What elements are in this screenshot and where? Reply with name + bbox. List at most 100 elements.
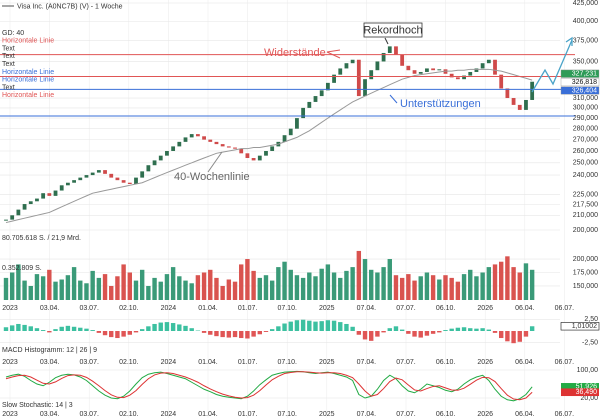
bar (523, 263, 529, 300)
bar (34, 328, 40, 331)
projection-arrow-head (565, 36, 573, 46)
y-tick-label: 20,00 (580, 395, 598, 402)
legend-item: Horizontale Linie (2, 69, 54, 76)
x-tick-label: 2023 (2, 411, 18, 418)
bar (28, 326, 33, 331)
y-tick-label: 200,000 (573, 256, 598, 263)
bar (294, 275, 300, 300)
candle (177, 141, 182, 147)
bar (133, 331, 139, 333)
candle (455, 77, 460, 80)
candle (53, 190, 58, 196)
last-value-box (560, 322, 600, 331)
x-tick-label: 03.04. (40, 411, 60, 418)
x-tick-label: 2024 (161, 359, 177, 366)
candle (381, 52, 386, 62)
x-tick-label: 2023 (2, 359, 18, 366)
legend-item: Horizontale Linie (2, 92, 54, 99)
bar (40, 276, 46, 300)
price-label: 326,818 (572, 79, 597, 86)
candle (189, 134, 194, 138)
candle (233, 147, 237, 149)
candle (208, 139, 213, 142)
candle (511, 98, 516, 105)
volume-title: 80.705.618 S. / 21,9 Mrd. (2, 235, 81, 242)
x-tick-label: 2025 (319, 359, 335, 366)
x-tick-label: 07.04. (357, 305, 377, 312)
x-tick-label: 2023 (2, 305, 18, 312)
bar (208, 331, 213, 335)
x-tick-label: 2026 (477, 305, 493, 312)
bar (375, 331, 380, 337)
bar (362, 331, 368, 340)
x-tick-label: 03.07. (79, 305, 99, 312)
candle (425, 68, 429, 72)
x-tick-label: 01.04. (198, 359, 218, 366)
candle (226, 146, 231, 148)
volume-subtitle: 0.352.809 S. (2, 265, 42, 272)
y-tick-label: 280,000 (573, 126, 598, 133)
bar (300, 277, 306, 300)
bar (245, 331, 250, 339)
bar (356, 331, 362, 335)
bar (307, 272, 312, 300)
bar (251, 270, 256, 300)
bar (468, 269, 473, 300)
legend-item: Horizontale Linie (2, 77, 54, 84)
bar (9, 272, 15, 300)
candle (251, 158, 256, 161)
candle (369, 70, 374, 80)
y-tick-label: 260,000 (573, 148, 598, 155)
bar (152, 323, 157, 331)
candle (288, 128, 293, 136)
candle (394, 46, 398, 55)
x-tick-label: 07.04. (357, 359, 377, 366)
candle (239, 148, 244, 154)
bar (455, 327, 461, 331)
x-tick-label: 01.04. (198, 305, 218, 312)
x-tick-label: 07.07. (396, 411, 416, 418)
bar (170, 323, 176, 331)
bar (102, 274, 108, 300)
bar (437, 331, 442, 333)
arrow (384, 37, 389, 45)
bar (9, 325, 15, 331)
bar (251, 331, 256, 337)
bar (399, 329, 405, 331)
bar (393, 275, 399, 300)
bar (232, 281, 238, 300)
x-tick-label: 07.04. (357, 411, 377, 418)
candle (325, 82, 330, 91)
annotation: Unterstützungen (400, 98, 481, 110)
bar (257, 277, 262, 300)
bar (78, 327, 83, 331)
candle (493, 59, 497, 75)
stoch-line (5, 370, 533, 402)
candle (171, 146, 176, 151)
candle (363, 79, 367, 97)
x-tick-label: 2025 (319, 411, 335, 418)
bar (146, 285, 151, 300)
y-tick-label: 217,500 (573, 202, 598, 209)
annotation-arrows (207, 36, 573, 173)
bar (121, 331, 126, 337)
y-tick-label: 350,000 (573, 58, 598, 65)
bar (90, 330, 95, 331)
bar (424, 331, 430, 336)
x-tick-label: 01.04. (198, 411, 218, 418)
bar (40, 330, 46, 331)
bar (3, 327, 9, 331)
arrow (389, 94, 398, 104)
candle (406, 65, 411, 71)
bar (189, 328, 194, 331)
bar (195, 275, 201, 300)
bar (455, 281, 461, 300)
bar (71, 267, 77, 300)
bar (276, 267, 281, 300)
legend-item: Text (2, 53, 15, 60)
bar (177, 324, 182, 331)
y-tick-label: 250,000 (573, 160, 598, 167)
bar (220, 331, 225, 338)
